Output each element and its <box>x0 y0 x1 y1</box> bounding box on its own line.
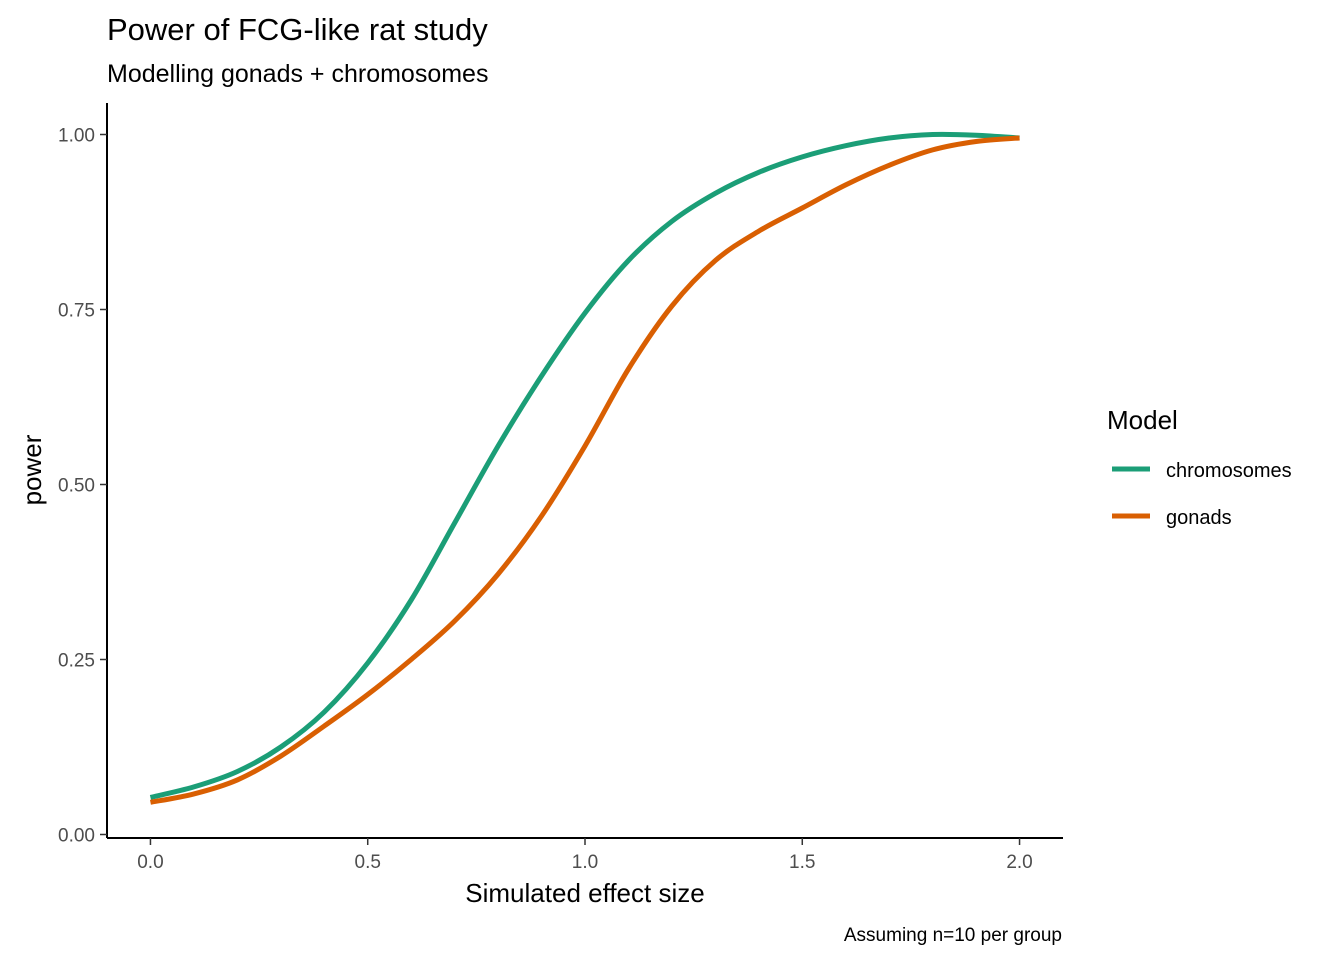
plot-lines <box>149 131 1020 805</box>
legend: Model chromosomes gonads <box>1107 405 1292 529</box>
y-tick-label: 0.00 <box>58 826 95 847</box>
series-line-gonads <box>149 135 1020 805</box>
legend-label-gonads: gonads <box>1166 507 1232 529</box>
x-tick-label: 1.5 <box>789 852 815 873</box>
y-tick-label: 1.00 <box>58 126 95 147</box>
y-tick-label: 0.25 <box>58 651 95 672</box>
x-tick-label: 0.5 <box>355 852 381 873</box>
y-tick-label: 0.50 <box>58 476 95 497</box>
y-tick-label: 0.75 <box>58 301 95 322</box>
chart-subtitle: Modelling gonads + chromosomes <box>107 60 488 88</box>
x-tick-label: 0.0 <box>137 852 163 873</box>
chart-title: Power of FCG-like rat study <box>107 12 488 47</box>
legend-label-chromosomes: chromosomes <box>1166 460 1292 482</box>
y-axis-title: power <box>17 434 47 505</box>
legend-title: Model <box>1107 405 1178 435</box>
chart-caption: Assuming n=10 per group <box>844 925 1062 946</box>
x-axis-title: Simulated effect size <box>465 878 704 908</box>
x-ticks: 0.0 0.5 1.0 1.5 2.0 <box>137 838 1033 873</box>
x-tick-label: 2.0 <box>1006 852 1032 873</box>
x-tick-label: 1.0 <box>572 852 598 873</box>
series-line-chromosomes <box>149 131 1020 800</box>
y-ticks: 0.00 0.25 0.50 0.75 1.00 <box>58 126 107 847</box>
